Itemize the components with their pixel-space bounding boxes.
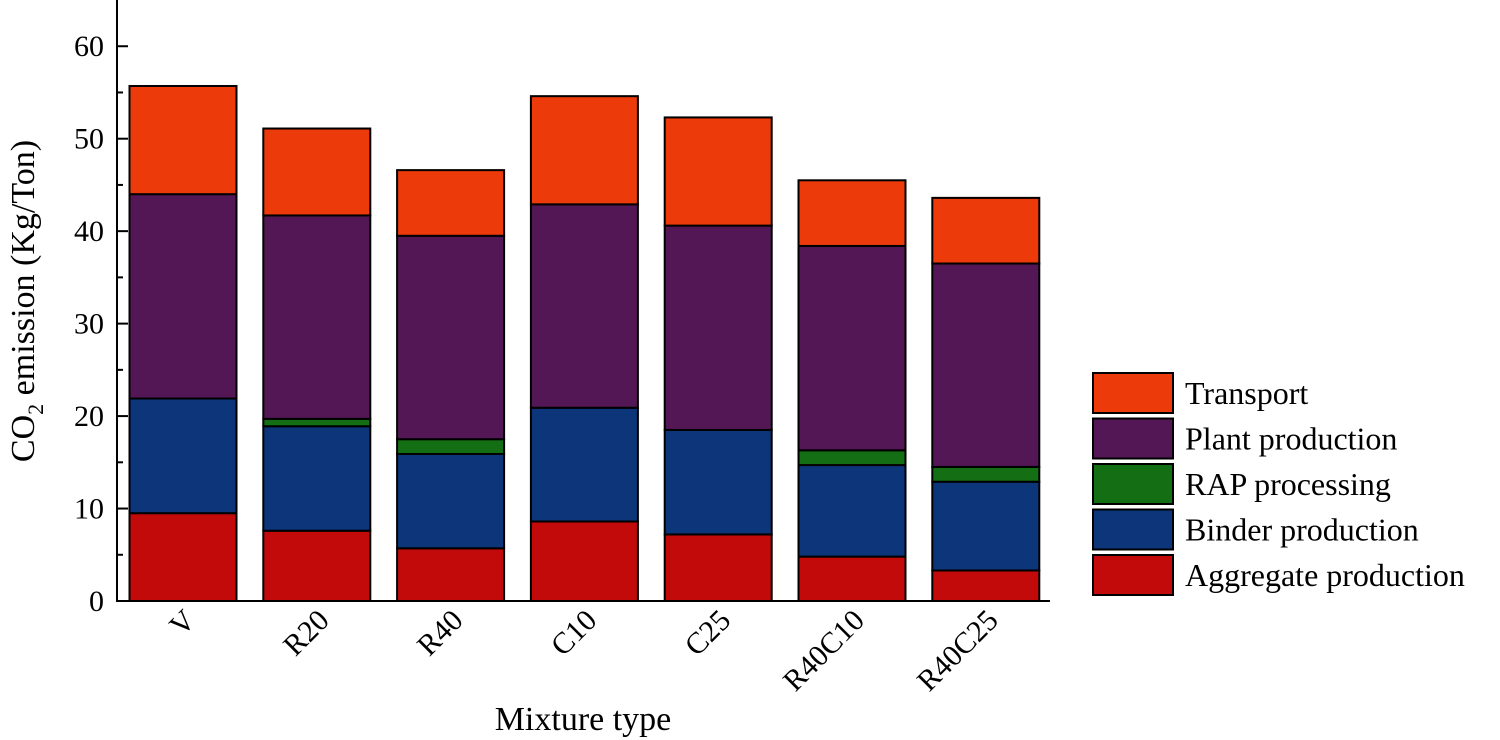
bar-C10-transport <box>529 95 639 206</box>
x-tick-label-V: V <box>163 603 202 642</box>
legend-swatch-plant-production <box>1092 417 1174 460</box>
bar-R40C10-rap-processing <box>797 449 907 467</box>
bar-R40-aggregate-production <box>396 547 506 603</box>
bar-R40C10-aggregate-production <box>797 555 907 603</box>
bar-V-plant-production <box>128 193 238 400</box>
y-tick-label-50: 50 <box>74 123 104 156</box>
legend-label-binder-production: Binder production <box>1185 512 1419 548</box>
legend-label-aggregate-production: Aggregate production <box>1185 557 1465 593</box>
bar-C10-plant-production <box>529 203 639 409</box>
bar-C25-aggregate-production <box>663 533 773 602</box>
legend-label-plant-production: Plant production <box>1185 421 1397 457</box>
bar-R40-rap-processing <box>396 438 506 455</box>
bar-C10-aggregate-production <box>529 520 639 603</box>
bar-R40-plant-production <box>396 234 506 441</box>
bar-R40C25-transport <box>931 196 1041 265</box>
y-tick-label-60: 60 <box>74 30 104 63</box>
x-tick-label-C10: C10 <box>545 604 604 663</box>
y-tick-label-10: 10 <box>74 493 104 526</box>
x-tick-label-C25: C25 <box>678 604 737 663</box>
bar-R20-binder-production <box>262 425 372 532</box>
bar-C25-plant-production <box>663 224 773 431</box>
legend-label-rap-processing: RAP processing <box>1185 466 1391 502</box>
bar-R40-binder-production <box>396 452 506 550</box>
bar-R20-aggregate-production <box>262 529 372 603</box>
bar-R40C25-rap-processing <box>931 465 1041 483</box>
bar-R20-transport <box>262 127 372 217</box>
bar-V-transport <box>128 84 238 196</box>
y-tick-label-40: 40 <box>74 215 104 248</box>
bar-R20-rap-processing <box>262 417 372 428</box>
bars-layer <box>128 84 1041 603</box>
axes-layer <box>116 0 1050 602</box>
bar-V-binder-production <box>128 397 238 515</box>
x-tick-label-R40C10: R40C10 <box>777 604 871 698</box>
x-tick-label-R20: R20 <box>277 604 336 663</box>
y-tick-label-0: 0 <box>89 585 104 618</box>
bar-C25-binder-production <box>663 428 773 536</box>
y-axis-title-prefix: CO <box>5 415 42 462</box>
bar-R40C10-binder-production <box>797 464 907 558</box>
bar-C25-transport <box>663 116 773 227</box>
legend-label-transport: Transport <box>1185 375 1308 411</box>
bar-R40C10-plant-production <box>797 244 907 452</box>
bar-R40C10-transport <box>797 179 907 247</box>
bar-R40C25-plant-production <box>931 262 1041 468</box>
legend-swatch-binder-production <box>1092 508 1174 551</box>
y-axis-title: CO2 emission (Kg/Ton) <box>5 140 48 462</box>
bar-R40C25-binder-production <box>931 480 1041 572</box>
legend-swatch-transport <box>1092 372 1174 414</box>
y-axis-title-subscript: 2 <box>23 404 48 415</box>
x-ticks: V R20 R40 C10 C25 R40C10 R40C25 <box>163 603 1004 697</box>
x-tick-label-R40: R40 <box>411 604 470 663</box>
bar-V-aggregate-production <box>128 512 238 603</box>
bar-R20-plant-production <box>262 214 372 420</box>
y-axis-title-suffix: emission (Kg/Ton) <box>5 140 42 404</box>
legend-swatch-rap-processing <box>1092 463 1174 505</box>
legend-swatch-aggregate-production <box>1092 554 1174 596</box>
bar-R40-transport <box>396 169 506 237</box>
y-tick-label-20: 20 <box>74 400 104 433</box>
y-ticks: 0 10 20 30 40 50 60 <box>74 30 128 618</box>
y-tick-label-30: 30 <box>74 308 104 341</box>
x-axis-title: Mixture type <box>495 701 672 738</box>
x-tick-label-R40C25: R40C25 <box>911 604 1005 698</box>
bar-R40C25-aggregate-production <box>931 569 1041 602</box>
legend: Transport Plant production RAP processing B… <box>1092 372 1465 596</box>
bar-C10-binder-production <box>529 406 639 523</box>
